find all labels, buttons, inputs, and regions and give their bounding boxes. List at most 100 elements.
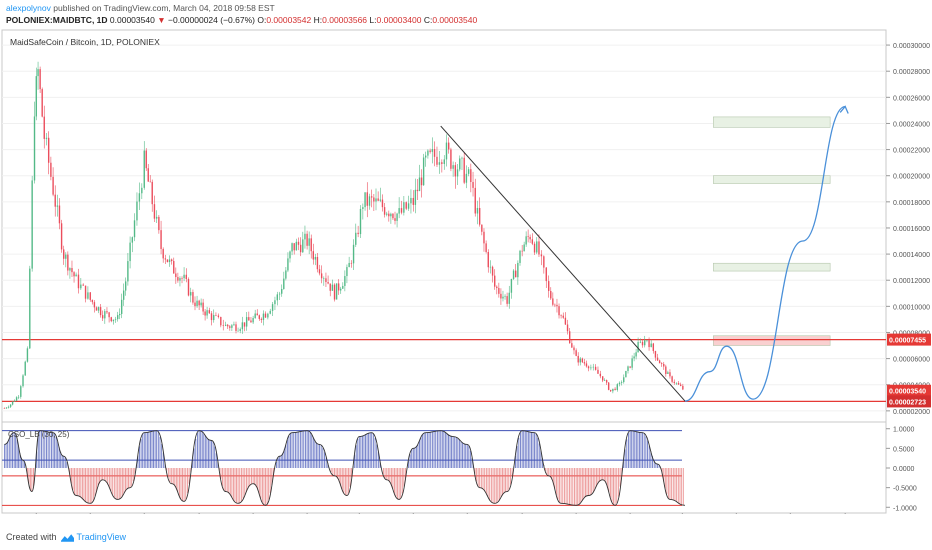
candle-body bbox=[585, 363, 588, 367]
candle-body bbox=[229, 326, 231, 328]
candle-body bbox=[11, 401, 14, 405]
candle-body bbox=[673, 381, 675, 383]
candle-body bbox=[291, 243, 293, 252]
candle-body bbox=[405, 202, 407, 209]
candle-body bbox=[63, 249, 65, 259]
candle-body bbox=[95, 307, 98, 311]
oscillator-pane bbox=[2, 430, 686, 506]
candle-body bbox=[644, 340, 646, 346]
candle-body bbox=[663, 363, 665, 367]
candle-body bbox=[177, 277, 179, 281]
target-zone bbox=[713, 262, 831, 272]
candle-body bbox=[543, 256, 545, 268]
candle-body bbox=[7, 406, 10, 408]
candle-body bbox=[388, 213, 390, 217]
candle-body bbox=[665, 366, 667, 374]
osc-tick-label: 0.5000 bbox=[893, 446, 915, 453]
candle-body bbox=[143, 150, 145, 188]
candle-body bbox=[329, 283, 331, 291]
candle-body bbox=[650, 343, 652, 348]
candle-body bbox=[658, 360, 661, 364]
candle-body bbox=[414, 189, 417, 205]
candle-body bbox=[71, 268, 73, 273]
candle-body bbox=[24, 361, 26, 376]
candle-body bbox=[579, 358, 581, 363]
candle-body bbox=[170, 259, 173, 262]
candle-body bbox=[222, 325, 224, 326]
footer: Created with TradingView bbox=[6, 532, 126, 542]
price-labels: 0.00007455 0.00003540 0.00002723 bbox=[887, 333, 931, 408]
close-label: C: bbox=[423, 15, 433, 25]
candle-body bbox=[594, 366, 597, 370]
projection-arrowhead bbox=[839, 105, 849, 114]
candle-body bbox=[101, 315, 104, 319]
y-tick-label: 0.00002000 bbox=[893, 409, 930, 416]
projection-curve bbox=[684, 105, 846, 402]
time-axis: MarMayJulSepNov2017MarMayJulSepNov2018Ma… bbox=[35, 513, 846, 514]
candle-body bbox=[362, 207, 364, 209]
chart-area[interactable]: 0.00030000 0.00028000 0.00026000 0.00024000… bbox=[0, 28, 932, 514]
candle-body bbox=[552, 298, 554, 305]
osc-tick-label: 1.0000 bbox=[893, 427, 915, 434]
low-value: 0.00003400 bbox=[376, 15, 422, 25]
candle-body bbox=[671, 376, 673, 382]
candle-body bbox=[208, 310, 211, 314]
candle-body bbox=[498, 288, 500, 294]
candle-body bbox=[448, 142, 450, 150]
candle-body bbox=[364, 192, 366, 208]
candle-body bbox=[646, 340, 648, 341]
price-label-text: 0.00007455 bbox=[889, 338, 926, 345]
candle-body bbox=[47, 137, 50, 163]
y-tick-label: 0.00028000 bbox=[893, 69, 930, 76]
candle-body bbox=[554, 304, 556, 306]
candle-body bbox=[93, 302, 96, 308]
candle-body bbox=[625, 370, 627, 378]
candle-body bbox=[478, 207, 481, 225]
high-label: H: bbox=[313, 15, 323, 25]
candle-body bbox=[320, 273, 323, 279]
candle-body bbox=[631, 358, 633, 368]
candle-body bbox=[69, 268, 71, 271]
price-gridlines bbox=[2, 44, 886, 412]
candle-body bbox=[252, 318, 254, 323]
candle-body bbox=[185, 274, 187, 280]
oscillator-line bbox=[4, 430, 686, 506]
y-tick-label: 0.00010000 bbox=[893, 304, 930, 311]
candle-body bbox=[227, 324, 229, 327]
candle-body bbox=[323, 278, 325, 279]
candle-body bbox=[122, 290, 125, 300]
candle-body bbox=[220, 316, 222, 326]
candle-body bbox=[29, 268, 31, 349]
candle-body bbox=[158, 216, 160, 231]
candle-body bbox=[87, 292, 89, 299]
candle-body bbox=[190, 292, 192, 296]
candle-body bbox=[131, 237, 134, 243]
candle-body bbox=[260, 318, 263, 320]
candle-body bbox=[398, 208, 400, 214]
candle-body bbox=[587, 366, 590, 369]
candle-body bbox=[124, 281, 127, 291]
candle-body bbox=[614, 388, 616, 390]
candle-body bbox=[412, 197, 414, 205]
open-label: O: bbox=[257, 15, 267, 25]
candle-body bbox=[441, 162, 443, 164]
candle-body bbox=[258, 315, 261, 319]
candle-body bbox=[485, 243, 487, 253]
candle-body bbox=[237, 330, 239, 332]
candle-body bbox=[20, 386, 22, 397]
candle-body bbox=[348, 262, 350, 268]
candle-body bbox=[679, 384, 682, 386]
candle-body bbox=[302, 239, 304, 253]
projection-path bbox=[684, 105, 849, 402]
candle-body bbox=[133, 220, 136, 238]
author-link[interactable]: alexpolynov bbox=[6, 3, 51, 13]
candle-body bbox=[433, 149, 436, 157]
candle-body bbox=[224, 324, 227, 326]
candle-body bbox=[239, 329, 241, 331]
candle-body bbox=[304, 233, 306, 240]
candle-body bbox=[241, 322, 244, 330]
candle-body bbox=[333, 284, 336, 300]
candle-body bbox=[52, 176, 54, 195]
tradingview-brand[interactable]: TradingView bbox=[76, 532, 127, 542]
candle-body bbox=[612, 388, 614, 392]
